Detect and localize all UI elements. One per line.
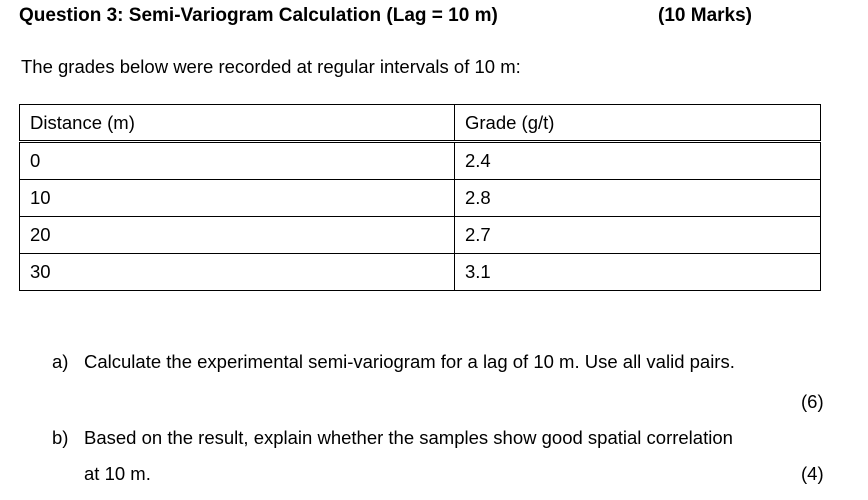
question-b-marks: (4) (801, 463, 824, 484)
question-heading: Question 3: Semi-Variogram Calculation (… (19, 3, 799, 29)
cell-grade: 3.1 (454, 253, 821, 291)
question-b-text: Based on the result, explain whether the… (84, 427, 733, 448)
cell-distance: 0 (19, 141, 455, 180)
table-header-row: Distance (m) Grade (g/t) (19, 104, 821, 143)
grades-table: Distance (m) Grade (g/t) 0 2.4 10 2.8 20… (19, 104, 821, 291)
header-grade: Grade (g/t) (454, 104, 821, 143)
question-b-continuation: at 10 m. (84, 463, 151, 484)
question-a-text: Calculate the experimental semi-variogra… (84, 351, 735, 372)
table-row: 20 2.7 (19, 216, 821, 254)
header-distance: Distance (m) (19, 104, 455, 143)
cell-grade: 2.8 (454, 179, 821, 217)
cell-distance: 20 (19, 216, 455, 254)
question-a-marks: (6) (801, 391, 824, 412)
intro-text: The grades below were recorded at regula… (21, 56, 521, 77)
question-a-label: a) (52, 351, 69, 372)
cell-grade: 2.4 (454, 141, 821, 180)
table-row: 10 2.8 (19, 179, 821, 217)
cell-distance: 30 (19, 253, 455, 291)
table-row: 0 2.4 (19, 141, 821, 180)
table-row: 30 3.1 (19, 253, 821, 291)
cell-grade: 2.7 (454, 216, 821, 254)
question-title: Question 3: Semi-Variogram Calculation (… (19, 5, 498, 26)
question-b-label: b) (52, 427, 69, 448)
total-marks: (10 Marks) (658, 5, 752, 26)
cell-distance: 10 (19, 179, 455, 217)
